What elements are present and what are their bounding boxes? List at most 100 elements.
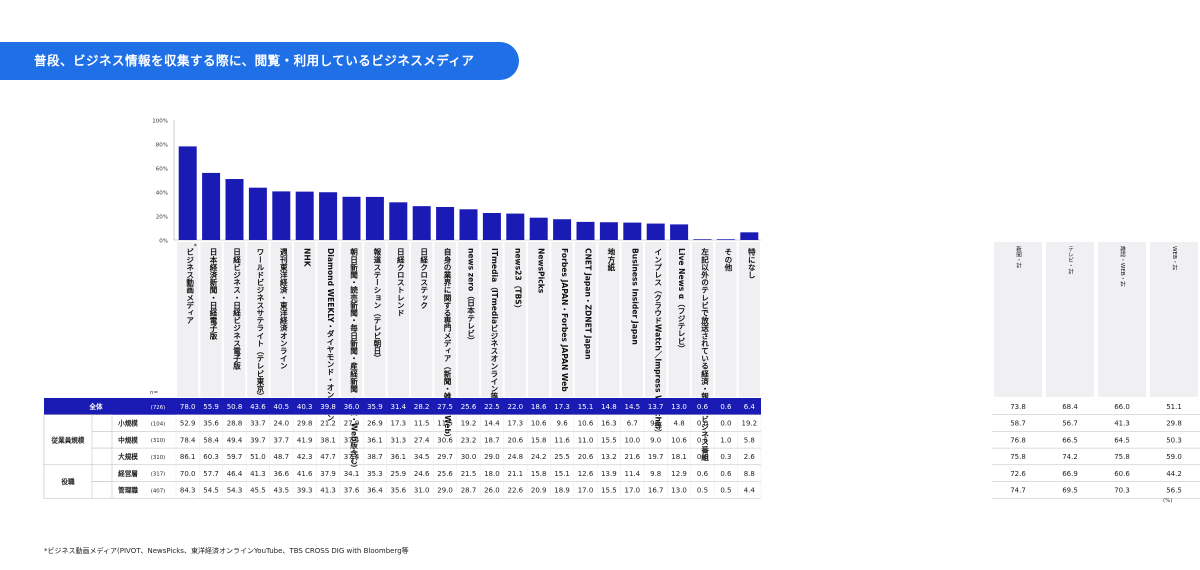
summary-value: 75.8 (1114, 453, 1130, 461)
data-label: 20.6 (578, 453, 594, 461)
category-label: CNET Japan・ZDNET Japan (584, 248, 593, 360)
data-label: 19.2 (461, 420, 477, 428)
y-tick-label: 40% (156, 191, 168, 197)
data-label: 37.7 (274, 436, 290, 444)
data-label: 17.0 (578, 486, 594, 494)
data-label: 35.6 (391, 486, 407, 494)
row-label: 小規模 (118, 419, 138, 428)
summary-value: 74.2 (1062, 453, 1078, 461)
bar (482, 213, 501, 240)
data-label: 0.5 (720, 486, 731, 494)
data-label: 78.0 (180, 403, 196, 411)
category-label-bg (177, 242, 199, 397)
summary-header: 雑誌・WEB・計 (1119, 245, 1126, 288)
data-label: 19.7 (648, 453, 664, 461)
y-tick-label: 20% (156, 215, 168, 221)
bar (295, 191, 314, 240)
y-tick-label: 0% (159, 239, 168, 245)
category-label-bg (434, 242, 456, 397)
summary-value: 50.3 (1166, 436, 1182, 444)
category-label: Diamond WEEKLY・ダイヤモンド・オンライン (326, 248, 335, 421)
category-label-bg (645, 242, 667, 397)
category-label-bg (715, 242, 737, 397)
data-label: 22.0 (508, 403, 524, 411)
data-label: 25.6 (461, 403, 477, 411)
summary-header: WEB・計 (1171, 246, 1178, 271)
category-label-bg (504, 242, 526, 397)
data-label: 28.8 (227, 420, 243, 428)
row-label: 大規模 (118, 452, 138, 461)
bar (623, 222, 642, 240)
summary-value: 66.0 (1114, 403, 1130, 411)
data-label: 54.5 (203, 486, 219, 494)
data-label: 37.4 (344, 436, 360, 444)
data-label: 19.2 (742, 420, 758, 428)
data-label: 52.9 (180, 420, 196, 428)
bar (225, 179, 244, 240)
data-label: 16.3 (601, 420, 617, 428)
data-label: 0.6 (697, 453, 709, 461)
row-n: (104) (151, 421, 166, 427)
data-label: 29.0 (437, 486, 453, 494)
data-label: 15.5 (601, 486, 617, 494)
category-label-bg (621, 242, 643, 397)
data-label: 13.0 (671, 403, 687, 411)
category-label-bg (247, 242, 269, 397)
summary-value: 69.5 (1062, 486, 1078, 494)
data-label: 57.7 (203, 470, 219, 478)
data-label: 39.3 (297, 486, 313, 494)
category-label-bg (738, 242, 760, 397)
data-label: 15.5 (601, 436, 617, 444)
data-label: 51.0 (250, 453, 266, 461)
summary-value: 58.7 (1010, 420, 1026, 428)
data-label: 26.0 (484, 486, 500, 494)
data-label: 11.5 (414, 420, 430, 428)
row-n: (407) (151, 488, 166, 494)
data-label: 36.4 (367, 486, 383, 494)
y-tick-label: 100% (152, 119, 168, 125)
unit-note: (%) (1163, 498, 1172, 504)
data-label: 18.0 (484, 470, 500, 478)
data-label: 20.9 (531, 486, 547, 494)
data-label: 35.9 (367, 403, 383, 411)
data-label: 24.2 (531, 453, 547, 461)
bar (529, 217, 548, 240)
data-label: 29.7 (437, 453, 453, 461)
data-label: 12.9 (671, 470, 687, 478)
category-label: Forbes JAPAN・Forbes JAPAN Web (560, 248, 569, 392)
data-label: 4.4 (744, 486, 756, 494)
category-label-bg (668, 242, 690, 397)
data-label: 18.6 (531, 403, 547, 411)
category-label-bg (691, 242, 714, 397)
group-label: 従業員規模 (51, 435, 85, 444)
data-label: 31.3 (391, 436, 407, 444)
bar (436, 207, 455, 240)
category-label: news23（TBS） (513, 248, 522, 312)
data-label: 13.7 (648, 403, 664, 411)
data-label: 31.0 (414, 486, 430, 494)
category-label: 地方紙 (607, 247, 616, 272)
category-label: ビジネス動画メディア (185, 247, 194, 324)
data-label: 0.0 (720, 420, 731, 428)
data-label: 0.6 (720, 470, 732, 478)
footnote: *ビジネス動画メディア(PIVOT、NewsPicks、東洋経済オンラインYou… (44, 547, 409, 555)
category-label-bg (270, 242, 292, 397)
summary-value: 56.7 (1062, 420, 1078, 428)
category-label: ITmedia（ITmediaビジネスオンライン等） (490, 248, 499, 408)
data-label: 0.6 (697, 470, 709, 478)
summary-value: 66.5 (1062, 436, 1078, 444)
data-label: 46.4 (227, 470, 243, 478)
row-n: (310) (151, 438, 166, 444)
summary-value: 70.3 (1114, 486, 1130, 494)
data-label: 10.0 (625, 436, 641, 444)
data-label: 36.1 (367, 436, 383, 444)
data-label: 9.6 (557, 420, 569, 428)
row-label: 全体 (88, 402, 103, 411)
data-label: 30.6 (437, 436, 453, 444)
bar (716, 239, 735, 240)
data-label: 21.1 (508, 470, 524, 478)
category-label: 左記以外のテレビで放送されている経済・報道・ビジネス番組 (700, 247, 709, 462)
y-tick-label: 60% (156, 167, 168, 173)
data-label: 28.2 (414, 403, 430, 411)
